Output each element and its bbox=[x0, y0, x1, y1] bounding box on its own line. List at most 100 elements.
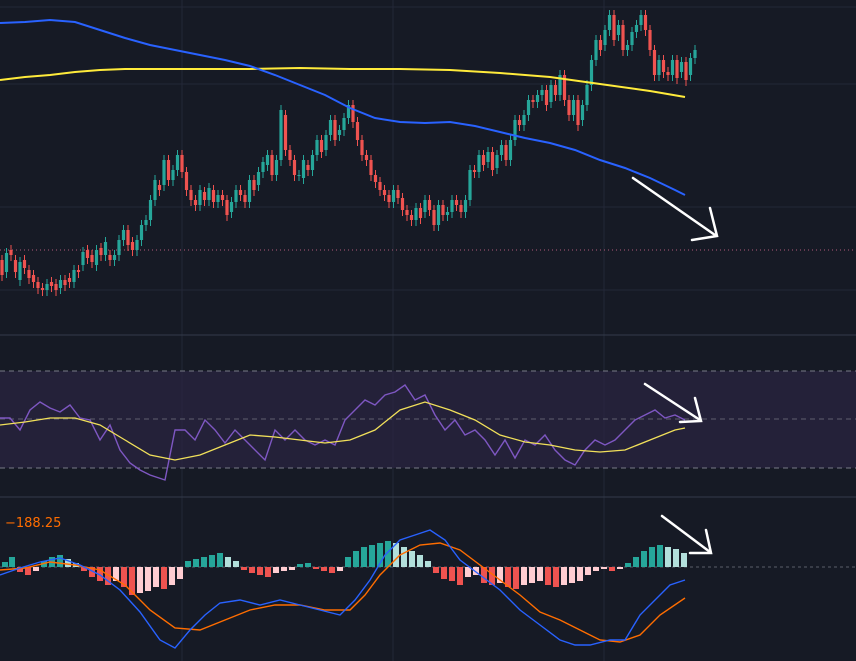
histogram-bar bbox=[225, 557, 231, 567]
candle-body bbox=[364, 155, 369, 160]
histogram-bar bbox=[601, 567, 607, 569]
candle-body bbox=[391, 190, 396, 202]
candle-body bbox=[499, 145, 504, 155]
oscillator-panel bbox=[0, 370, 856, 481]
histogram-bar bbox=[121, 567, 127, 587]
histogram-bar bbox=[609, 567, 615, 571]
candle-body bbox=[693, 50, 697, 58]
candle-body bbox=[378, 182, 382, 190]
candle-body bbox=[373, 175, 378, 182]
candle-body bbox=[220, 195, 225, 200]
histogram-bar bbox=[425, 561, 431, 567]
candle-body bbox=[634, 25, 639, 32]
histogram-bar bbox=[401, 547, 407, 567]
candle-body bbox=[598, 40, 603, 50]
candle-body bbox=[688, 58, 693, 75]
candle-body bbox=[328, 120, 333, 135]
candle-body bbox=[211, 190, 216, 202]
histogram-bar bbox=[9, 557, 15, 567]
candle-body bbox=[436, 205, 441, 225]
candle-body bbox=[612, 15, 616, 40]
histogram-bar bbox=[569, 567, 575, 583]
histogram-bar bbox=[465, 567, 471, 577]
candle-body bbox=[9, 250, 13, 255]
histogram-bar bbox=[545, 567, 551, 585]
candle-body bbox=[319, 140, 324, 152]
candle-body bbox=[603, 30, 607, 45]
candle-body bbox=[621, 25, 625, 50]
candle-body bbox=[166, 160, 171, 180]
candle-body bbox=[324, 135, 328, 150]
candle-body bbox=[427, 200, 432, 210]
candle-body bbox=[594, 40, 598, 60]
histogram-bar bbox=[281, 567, 287, 571]
candle-body bbox=[540, 90, 544, 95]
candle-body bbox=[243, 195, 247, 202]
histogram-bar bbox=[513, 567, 519, 589]
candle-body bbox=[108, 255, 112, 260]
histogram-bar bbox=[353, 551, 359, 567]
histogram-bar bbox=[257, 567, 263, 575]
candle-body bbox=[463, 200, 468, 212]
candle-body bbox=[342, 118, 346, 130]
candle-body bbox=[607, 15, 612, 30]
histogram-bar bbox=[305, 563, 311, 567]
candle-body bbox=[454, 200, 459, 205]
macd-signal-line bbox=[0, 542, 686, 643]
histogram-bar bbox=[217, 553, 223, 567]
moving-average-yellow bbox=[0, 66, 686, 98]
candle-body bbox=[49, 282, 54, 286]
candle-body bbox=[148, 200, 153, 220]
candle-body bbox=[531, 100, 535, 102]
candle-body bbox=[481, 155, 486, 165]
histogram-bar bbox=[25, 567, 31, 575]
candle-body bbox=[198, 190, 202, 205]
candle-body bbox=[441, 205, 445, 215]
oscillator-signal-line bbox=[0, 401, 686, 461]
candle-body bbox=[450, 200, 454, 212]
candle-body bbox=[139, 225, 144, 240]
candle-body bbox=[346, 105, 351, 118]
histogram-bar bbox=[369, 545, 375, 567]
candle-body bbox=[405, 210, 409, 215]
histogram-bar bbox=[657, 545, 663, 567]
candle-body bbox=[337, 130, 342, 135]
candle-body bbox=[189, 190, 193, 200]
histogram-bar bbox=[177, 567, 183, 579]
histogram-bar bbox=[161, 567, 167, 589]
histogram-bar bbox=[473, 567, 479, 575]
candle-body bbox=[517, 120, 522, 125]
candle-body bbox=[535, 95, 540, 102]
candle-body bbox=[99, 248, 103, 255]
candle-body bbox=[418, 208, 423, 218]
histogram-bar bbox=[537, 567, 543, 581]
candle-body bbox=[103, 242, 108, 255]
candle-body bbox=[292, 160, 297, 175]
histogram-bar bbox=[409, 551, 415, 567]
histogram-bar bbox=[433, 567, 439, 573]
candle-body bbox=[27, 270, 31, 278]
candle-body bbox=[162, 160, 166, 185]
candle-body bbox=[459, 205, 463, 212]
candle-body bbox=[648, 30, 652, 50]
macd-line bbox=[0, 529, 686, 649]
candle-body bbox=[234, 190, 238, 202]
candle-body bbox=[432, 210, 436, 225]
candle-body bbox=[562, 75, 567, 100]
histogram-bar bbox=[441, 567, 447, 579]
candle-body bbox=[216, 195, 220, 202]
histogram-bar bbox=[273, 567, 279, 573]
histogram-bar bbox=[169, 567, 175, 585]
histogram-bar bbox=[497, 567, 503, 583]
candle-body bbox=[423, 200, 427, 212]
candle-body bbox=[247, 180, 252, 202]
candle-body bbox=[270, 155, 274, 175]
candle-body bbox=[229, 202, 234, 212]
histogram-bar bbox=[33, 567, 39, 571]
histogram-bar bbox=[313, 567, 319, 569]
macd-value-label: −188.25 bbox=[5, 516, 61, 531]
candle-body bbox=[414, 208, 418, 220]
histogram-bar bbox=[561, 567, 567, 585]
histogram-bar bbox=[321, 567, 327, 571]
